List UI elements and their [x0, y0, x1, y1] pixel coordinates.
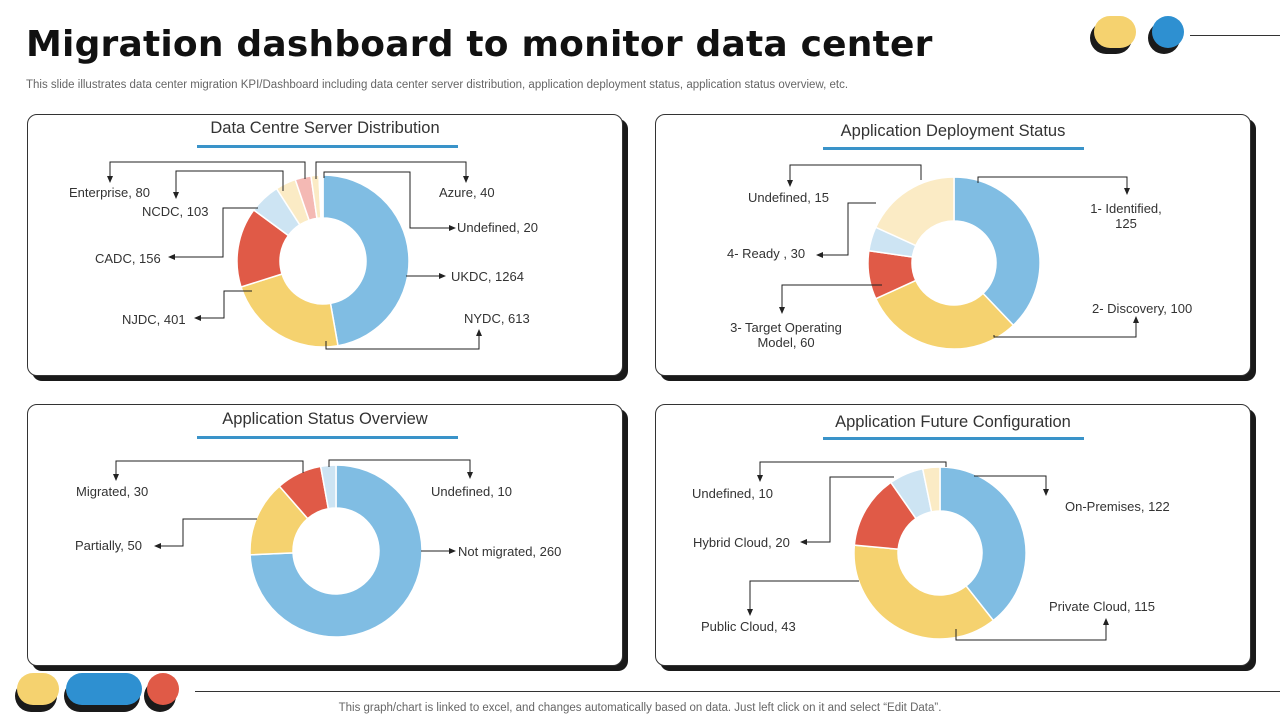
- panel-future-configuration: Application Future Configuration On-Prem…: [655, 404, 1251, 666]
- deco-yellow-pill: [17, 673, 59, 705]
- donut-slice-ukdc: [322, 174, 410, 347]
- label-undefined: Undefined, 10: [692, 486, 773, 501]
- page-title: Migration dashboard to monitor data cent…: [26, 24, 933, 65]
- donut-slice-3-target-operating-model: [874, 176, 955, 247]
- leader-line-cadc: [172, 207, 258, 258]
- label-target-operating-model: 3- Target Operating Model, 60: [730, 320, 842, 350]
- donut-slice-nydc: [240, 273, 339, 348]
- label-undefined: Undefined, 15: [748, 190, 829, 205]
- leader-arrows: [107, 176, 482, 336]
- leader-line-private-cloud: [955, 622, 1107, 641]
- label-migrated: Migrated, 30: [76, 484, 149, 499]
- label-ready: 4- Ready , 30: [727, 246, 806, 261]
- label-undefined: Undefined, 20: [457, 220, 538, 235]
- label-ukdc: UKDC, 1264: [451, 269, 524, 284]
- donut-slices: [249, 464, 423, 638]
- leader-lines: [749, 461, 1107, 641]
- page-subtitle: This slide illustrates data center migra…: [26, 79, 849, 91]
- leader-line-on-premises: [974, 475, 1047, 492]
- leader-line-partially: [158, 518, 257, 547]
- leader-line-undefined: [759, 461, 947, 478]
- leader-lines: [781, 164, 1137, 338]
- donut-slices: [867, 176, 1041, 350]
- panel-title: Application Deployment Status: [840, 122, 1066, 140]
- leader-line-migrated: [115, 460, 304, 477]
- donut-chart-deployment-status: [779, 164, 1139, 350]
- donut-chart-future-configuration: [747, 461, 1109, 641]
- title-underline: [823, 147, 1084, 150]
- donut-slice-private-cloud: [853, 544, 995, 640]
- leader-line-ncdc: [175, 170, 284, 195]
- label-hybrid-cloud: Hybrid Cloud, 20: [693, 535, 790, 550]
- title-underline: [197, 436, 458, 439]
- leader-arrows: [113, 472, 473, 554]
- label-njdc: NJDC, 401: [122, 312, 186, 327]
- leader-lines: [115, 459, 471, 552]
- donut-slice-undefined: [921, 466, 941, 513]
- donut-slices: [236, 174, 410, 348]
- panel-title: Application Status Overview: [222, 410, 428, 428]
- leader-line-enterprise: [109, 161, 306, 179]
- leader-line-ready: [820, 202, 876, 256]
- panel-title: Data Centre Server Distribution: [210, 119, 440, 137]
- panel-deployment-status: Application Deployment Status 1- Identif…: [655, 114, 1251, 376]
- deco-top-line: [1190, 35, 1280, 36]
- label-undefined: Undefined, 10: [431, 484, 512, 499]
- leader-line-undefined: [323, 171, 452, 229]
- label-cadc: CADC, 156: [95, 251, 161, 266]
- donut-slice-2-discovery: [874, 279, 1015, 350]
- leader-line-hybrid-cloud: [804, 476, 894, 543]
- deco-blue-pill: [66, 673, 142, 705]
- donut-chart-status-overview: [113, 459, 473, 638]
- panel-title: Application Future Configuration: [835, 413, 1071, 431]
- donut-slice-on-premises: [939, 466, 1027, 622]
- label-nydc: NYDC, 613: [464, 311, 530, 326]
- label-identified: 1- Identified, 125: [1090, 201, 1162, 231]
- leader-lines: [109, 161, 480, 350]
- label-private-cloud: Private Cloud, 115: [1049, 599, 1155, 614]
- label-on-premises: On-Premises, 122: [1065, 499, 1170, 514]
- panel-status-overview: Application Status Overview Not migrated…: [27, 404, 623, 666]
- donut-slices: [853, 466, 1027, 640]
- leader-line-njdc: [198, 290, 252, 319]
- leader-arrows: [747, 475, 1109, 625]
- title-underline: [823, 437, 1084, 440]
- leader-line-nydc: [325, 333, 480, 350]
- label-azure: Azure, 40: [439, 185, 495, 200]
- label-public-cloud: Public Cloud, 43: [701, 619, 796, 634]
- leader-line-undefined: [789, 164, 922, 183]
- deco-blue-dot: [1152, 16, 1184, 48]
- donut-slice-undefined: [318, 174, 324, 219]
- leader-line-public-cloud: [749, 580, 859, 612]
- title-underline: [197, 145, 458, 148]
- leader-line-azure: [315, 161, 467, 179]
- leader-line-discovery: [993, 320, 1137, 338]
- donut-slice-1-identified: [953, 176, 1041, 327]
- donut-slice-not-migrated: [249, 464, 423, 638]
- donut-slice-undefined: [319, 464, 337, 510]
- leader-arrows: [779, 180, 1139, 323]
- label-ncdc: NCDC, 103: [142, 204, 209, 219]
- label-not-migrated: Not migrated, 260: [458, 544, 562, 559]
- label-discovery: 2- Discovery, 100: [1092, 301, 1193, 316]
- deco-yellow-pill: [1094, 16, 1136, 48]
- leader-line-undefined: [328, 459, 471, 475]
- footer-divider: [195, 691, 1280, 692]
- panel-server-distribution: Data Centre Server Distribution UKDC, 12…: [27, 114, 623, 376]
- deco-red-dot: [147, 673, 179, 705]
- label-enterprise: Enterprise, 80: [69, 185, 150, 200]
- label-partially: Partially, 50: [75, 538, 142, 553]
- leader-line-identified: [977, 176, 1128, 191]
- donut-chart-server-distribution: [107, 161, 482, 350]
- leader-line-target: [781, 284, 882, 310]
- footer-note: This graph/chart is linked to excel, and…: [338, 702, 942, 714]
